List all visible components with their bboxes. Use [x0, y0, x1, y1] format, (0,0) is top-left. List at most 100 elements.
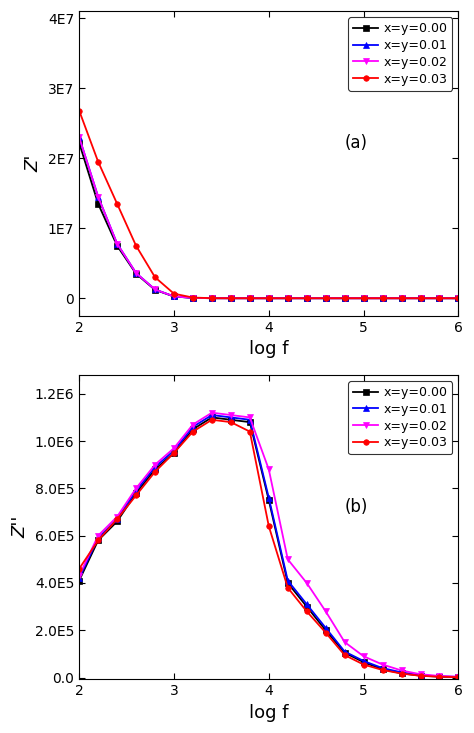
x=y=0.03 [152, 468, 158, 476]
x=y=0.01 [133, 486, 139, 495]
x=y=0.00 [304, 603, 310, 611]
x=y=0.00 [190, 293, 196, 302]
x=y=0.00 [171, 449, 177, 457]
x=y=0.00 [114, 241, 120, 250]
x=y=0.01 [247, 294, 253, 303]
Line: x=y=0.03: x=y=0.03 [76, 108, 461, 301]
x=y=0.01 [190, 293, 196, 302]
x=y=0.02 [266, 294, 272, 303]
x=y=0.01 [114, 239, 120, 248]
x=y=0.02 [228, 410, 234, 419]
x=y=0.03 [418, 294, 423, 303]
x=y=0.03 [266, 522, 272, 531]
x=y=0.00 [285, 578, 291, 587]
x=y=0.03 [247, 427, 253, 436]
x=y=0.03 [114, 515, 120, 523]
x=y=0.02 [399, 666, 404, 675]
x=y=0.00 [133, 489, 139, 498]
x=y=0.00 [361, 658, 366, 666]
x=y=0.01 [342, 294, 347, 303]
x=y=0.01 [285, 576, 291, 585]
x=y=0.03 [171, 449, 177, 457]
x=y=0.03 [456, 294, 461, 303]
x=y=0.03 [190, 293, 196, 302]
x=y=0.02 [361, 652, 366, 660]
Text: (b): (b) [345, 498, 368, 516]
x=y=0.02 [171, 443, 177, 452]
x=y=0.02 [380, 660, 385, 669]
Line: x=y=0.02: x=y=0.02 [76, 134, 461, 301]
x=y=0.01 [171, 292, 177, 301]
x=y=0.00 [228, 294, 234, 303]
x=y=0.00 [380, 294, 385, 303]
x=y=0.02 [456, 672, 461, 681]
x=y=0.03 [304, 607, 310, 616]
x=y=0.00 [418, 671, 423, 680]
x=y=0.01 [228, 413, 234, 421]
x=y=0.00 [190, 425, 196, 434]
x=y=0.00 [152, 465, 158, 474]
x=y=0.03 [380, 666, 385, 674]
x=y=0.01 [114, 515, 120, 523]
x=y=0.01 [342, 647, 347, 656]
x=y=0.01 [437, 294, 442, 303]
x=y=0.00 [380, 665, 385, 674]
x=y=0.00 [247, 418, 253, 427]
x=y=0.02 [361, 294, 366, 303]
x=y=0.03 [342, 651, 347, 660]
x=y=0.00 [209, 294, 215, 303]
x=y=0.03 [418, 671, 423, 680]
Legend: x=y=0.00, x=y=0.01, x=y=0.02, x=y=0.03: x=y=0.00, x=y=0.01, x=y=0.02, x=y=0.03 [348, 381, 452, 454]
x=y=0.02 [418, 294, 423, 303]
x=y=0.03 [247, 294, 253, 303]
Legend: x=y=0.00, x=y=0.01, x=y=0.02, x=y=0.03: x=y=0.00, x=y=0.01, x=y=0.02, x=y=0.03 [348, 18, 452, 91]
x=y=0.02 [456, 294, 461, 303]
x=y=0.02 [209, 294, 215, 303]
x=y=0.00 [114, 517, 120, 526]
x=y=0.00 [247, 294, 253, 303]
x=y=0.03 [437, 294, 442, 303]
x=y=0.00 [76, 576, 82, 585]
x=y=0.00 [266, 496, 272, 504]
x=y=0.00 [152, 285, 158, 294]
x=y=0.01 [285, 294, 291, 303]
x=y=0.02 [285, 294, 291, 303]
x=y=0.01 [152, 285, 158, 294]
x=y=0.02 [190, 420, 196, 429]
x=y=0.03 [95, 536, 101, 545]
x=y=0.00 [399, 669, 404, 678]
x=y=0.00 [323, 626, 328, 635]
x=y=0.00 [456, 294, 461, 303]
x=y=0.03 [285, 294, 291, 303]
x=y=0.00 [95, 199, 101, 208]
x=y=0.01 [190, 422, 196, 431]
x=y=0.01 [323, 294, 328, 303]
x=y=0.02 [95, 531, 101, 540]
x=y=0.00 [228, 416, 234, 424]
x=y=0.01 [171, 446, 177, 455]
x=y=0.02 [304, 578, 310, 587]
x=y=0.01 [380, 294, 385, 303]
x=y=0.02 [171, 292, 177, 301]
x=y=0.00 [76, 139, 82, 147]
x=y=0.03 [399, 294, 404, 303]
Line: x=y=0.00: x=y=0.00 [76, 140, 461, 301]
x=y=0.00 [304, 294, 310, 303]
x=y=0.03 [304, 294, 310, 303]
x=y=0.03 [171, 290, 177, 298]
x=y=0.01 [76, 133, 82, 141]
x=y=0.03 [95, 158, 101, 166]
x=y=0.02 [437, 671, 442, 680]
x=y=0.03 [361, 294, 366, 303]
x=y=0.03 [76, 106, 82, 115]
x=y=0.00 [437, 672, 442, 681]
x=y=0.01 [76, 574, 82, 583]
x=y=0.01 [247, 416, 253, 424]
x=y=0.03 [285, 583, 291, 592]
x=y=0.02 [76, 133, 82, 141]
x=y=0.01 [304, 600, 310, 608]
x=y=0.02 [76, 572, 82, 581]
x=y=0.03 [323, 294, 328, 303]
x=y=0.00 [133, 269, 139, 278]
Line: x=y=0.00: x=y=0.00 [76, 415, 461, 679]
